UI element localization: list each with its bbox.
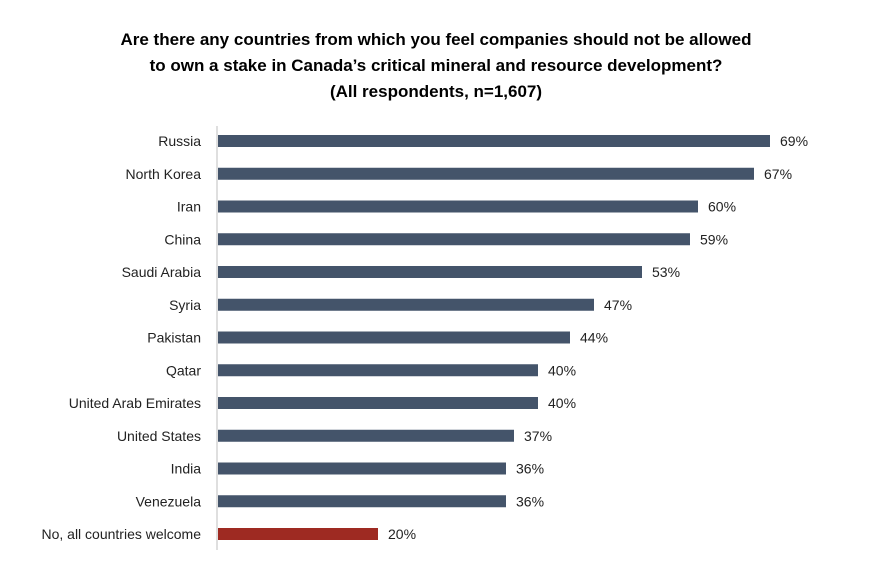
category-label-north-korea: North Korea	[126, 166, 202, 182]
bar-iran	[218, 200, 698, 213]
chart-title: Are there any countries from which you f…	[0, 27, 872, 105]
category-label-pakistan: Pakistan	[147, 330, 201, 346]
category-label-china: China	[164, 231, 201, 247]
value-label-qatar: 40%	[548, 362, 576, 378]
value-label-pakistan: 44%	[580, 330, 608, 346]
value-label-united-arab-emirates: 40%	[548, 395, 576, 411]
bar-venezuela	[218, 495, 506, 508]
value-label-russia: 69%	[780, 133, 808, 149]
category-label-saudi-arabia: Saudi Arabia	[122, 264, 202, 280]
value-label-united-states: 37%	[524, 428, 552, 444]
chart-title-line-2: to own a stake in Canada’s critical mine…	[149, 56, 723, 75]
value-label-iran: 60%	[708, 199, 736, 215]
bar-pakistan	[218, 331, 570, 344]
category-label-united-arab-emirates: United Arab Emirates	[69, 395, 201, 411]
bar-north-korea	[218, 167, 754, 180]
chart-title-line-3: (All respondents, n=1,607)	[329, 82, 543, 101]
bar-united-arab-emirates	[218, 397, 538, 409]
bar-united-states	[218, 429, 514, 442]
bar-india	[218, 462, 506, 475]
value-label-china: 59%	[700, 231, 728, 247]
chart-title-line-1: Are there any countries from which you f…	[120, 30, 752, 49]
bar-no-all-countries-welcome	[218, 528, 378, 540]
value-label-india: 36%	[516, 461, 544, 477]
category-label-no-all-countries-welcome: No, all countries welcome	[41, 526, 201, 542]
bar-qatar	[218, 364, 538, 377]
bar-russia	[218, 135, 770, 147]
category-label-venezuela: Venezuela	[136, 493, 202, 509]
value-label-venezuela: 36%	[516, 493, 544, 509]
value-label-syria: 47%	[604, 297, 632, 313]
bar-china	[218, 233, 690, 246]
category-label-india: India	[171, 461, 202, 477]
category-label-united-states: United States	[117, 428, 201, 444]
category-label-russia: Russia	[158, 133, 201, 149]
value-label-no-all-countries-welcome: 20%	[388, 526, 416, 542]
value-label-north-korea: 67%	[764, 166, 792, 182]
bar-syria	[218, 298, 594, 311]
category-label-iran: Iran	[177, 199, 201, 215]
value-label-saudi-arabia: 53%	[652, 264, 680, 280]
bar-saudi-arabia	[218, 266, 642, 278]
category-label-qatar: Qatar	[166, 362, 201, 378]
category-label-syria: Syria	[169, 297, 201, 313]
